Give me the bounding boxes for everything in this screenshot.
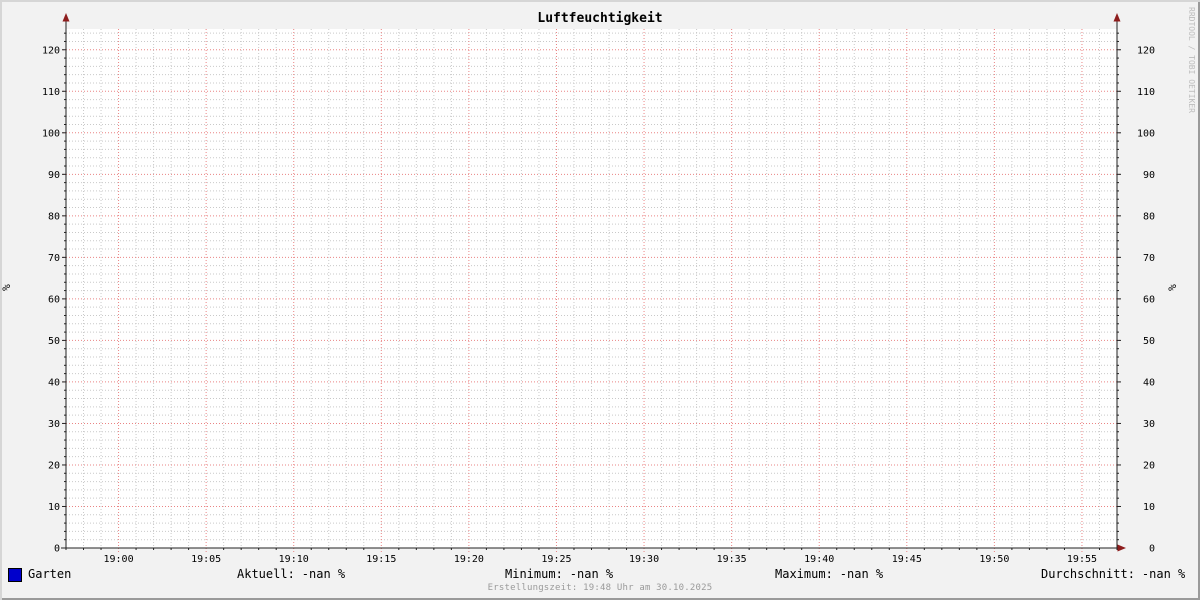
svg-text:90: 90 [1143, 170, 1155, 181]
svg-text:120: 120 [1137, 45, 1155, 56]
stat-maximum-label: Maximum: [775, 567, 833, 581]
svg-text:0: 0 [54, 544, 60, 555]
svg-text:40: 40 [1143, 377, 1155, 388]
svg-text:19:25: 19:25 [541, 554, 571, 565]
svg-text:100: 100 [1137, 128, 1155, 139]
stat-minimum-label: Minimum: [505, 567, 563, 581]
svg-text:19:55: 19:55 [1067, 554, 1097, 565]
svg-text:100: 100 [42, 128, 60, 139]
svg-text:19:00: 19:00 [103, 554, 133, 565]
svg-text:90: 90 [48, 170, 60, 181]
legend-row: Garten Aktuell: -nan % Minimum: -nan % Max… [0, 566, 1200, 582]
series-color-swatch [8, 568, 22, 582]
svg-text:50: 50 [48, 336, 60, 347]
svg-text:19:05: 19:05 [191, 554, 221, 565]
svg-text:80: 80 [1143, 211, 1155, 222]
svg-text:19:15: 19:15 [366, 554, 396, 565]
svg-text:19:40: 19:40 [804, 554, 834, 565]
stat-aktuell: Aktuell: -nan % [237, 567, 345, 581]
svg-text:110: 110 [1137, 87, 1155, 98]
svg-text:19:30: 19:30 [629, 554, 659, 565]
svg-text:0: 0 [1149, 544, 1155, 555]
svg-text:80: 80 [48, 211, 60, 222]
stat-maximum-value: -nan % [839, 567, 884, 581]
svg-text:10: 10 [1143, 502, 1155, 513]
svg-text:60: 60 [48, 294, 60, 305]
series-label: Garten [28, 567, 72, 581]
stat-maximum: Maximum: -nan % [775, 567, 883, 581]
creation-timestamp: Erstellungszeit: 19:48 Uhr am 30.10.2025 [487, 583, 713, 593]
svg-text:20: 20 [48, 460, 60, 471]
rrdtool-watermark: RRDTOOL / TOBI OETIKER [1187, 7, 1196, 113]
svg-text:10: 10 [48, 502, 60, 513]
svg-text:40: 40 [48, 377, 60, 388]
svg-text:19:35: 19:35 [717, 554, 747, 565]
stat-durchschnitt-value: -nan % [1141, 567, 1186, 581]
stat-minimum: Minimum: -nan % [505, 567, 613, 581]
stat-minimum-value: -nan % [569, 567, 614, 581]
chart-title: Luftfeuchtigkeit [537, 11, 663, 26]
svg-text:70: 70 [1143, 253, 1155, 264]
stat-aktuell-value: -nan % [301, 567, 346, 581]
svg-text:60: 60 [1143, 294, 1155, 305]
svg-text:19:10: 19:10 [279, 554, 309, 565]
svg-text:19:20: 19:20 [454, 554, 484, 565]
stat-durchschnitt-label: Durchschnitt: [1041, 567, 1135, 581]
svg-text:70: 70 [48, 253, 60, 264]
svg-text:50: 50 [1143, 336, 1155, 347]
svg-text:20: 20 [1143, 460, 1155, 471]
svg-text:110: 110 [42, 87, 60, 98]
stat-aktuell-label: Aktuell: [237, 567, 295, 581]
svg-text:30: 30 [1143, 419, 1155, 430]
svg-text:19:45: 19:45 [892, 554, 922, 565]
svg-text:120: 120 [42, 45, 60, 56]
svg-text:19:50: 19:50 [979, 554, 1009, 565]
stat-durchschnitt: Durchschnitt: -nan % [1041, 567, 1185, 581]
svg-text:30: 30 [48, 419, 60, 430]
